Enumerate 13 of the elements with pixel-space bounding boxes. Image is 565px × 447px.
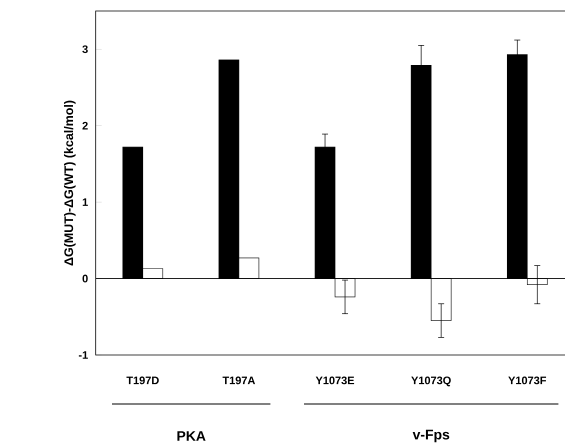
text: v-Fps bbox=[412, 430, 450, 442]
text: PKA bbox=[177, 431, 206, 441]
x-tick-label: Y1073E bbox=[316, 376, 354, 384]
y-tick-label: -1 bbox=[78, 351, 88, 359]
y-tick-label: 1 bbox=[82, 198, 88, 206]
x-tick-label: T197A bbox=[222, 376, 256, 384]
x-tick-label: Y1073Q bbox=[411, 376, 451, 386]
x-tick-label: T197D bbox=[126, 376, 159, 384]
y-tick-label: 0 bbox=[82, 274, 88, 282]
x-tick-label: Y1073F bbox=[508, 376, 546, 384]
y-axis-title: ΔG(MUT)-ΔG(WT) (kcal/mol) bbox=[64, 100, 76, 266]
y-tick-label: 3 bbox=[82, 45, 88, 54]
y-tick-label: 2 bbox=[82, 122, 88, 130]
